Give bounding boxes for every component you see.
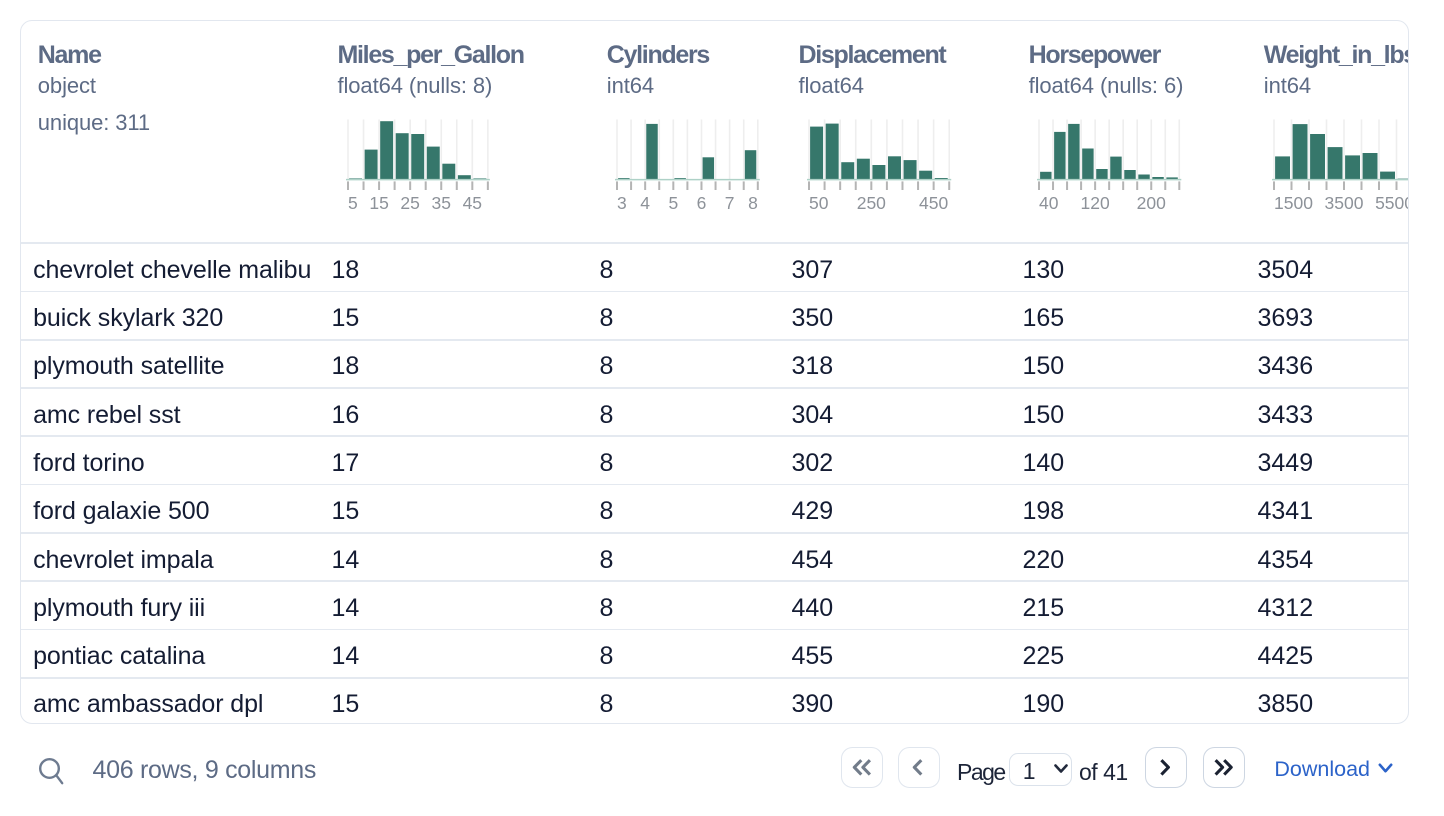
- svg-text:450: 450: [919, 192, 948, 212]
- svg-text:8: 8: [748, 192, 758, 212]
- svg-text:50: 50: [809, 192, 829, 212]
- svg-text:3500: 3500: [1325, 193, 1364, 213]
- svg-text:45: 45: [463, 192, 482, 212]
- svg-text:15: 15: [369, 192, 388, 212]
- svg-text:120: 120: [1081, 192, 1110, 212]
- svg-text:200: 200: [1137, 192, 1166, 212]
- svg-text:6: 6: [696, 192, 706, 212]
- svg-text:4: 4: [640, 192, 650, 212]
- svg-text:5500: 5500: [1375, 193, 1408, 213]
- svg-text:35: 35: [432, 192, 451, 212]
- svg-text:5: 5: [668, 192, 678, 212]
- svg-text:250: 250: [857, 192, 886, 212]
- svg-text:3: 3: [617, 192, 627, 212]
- svg-text:40: 40: [1039, 192, 1059, 212]
- svg-text:1500: 1500: [1274, 193, 1313, 213]
- svg-text:7: 7: [724, 192, 734, 212]
- svg-text:25: 25: [401, 192, 420, 212]
- svg-text:5: 5: [348, 192, 358, 212]
